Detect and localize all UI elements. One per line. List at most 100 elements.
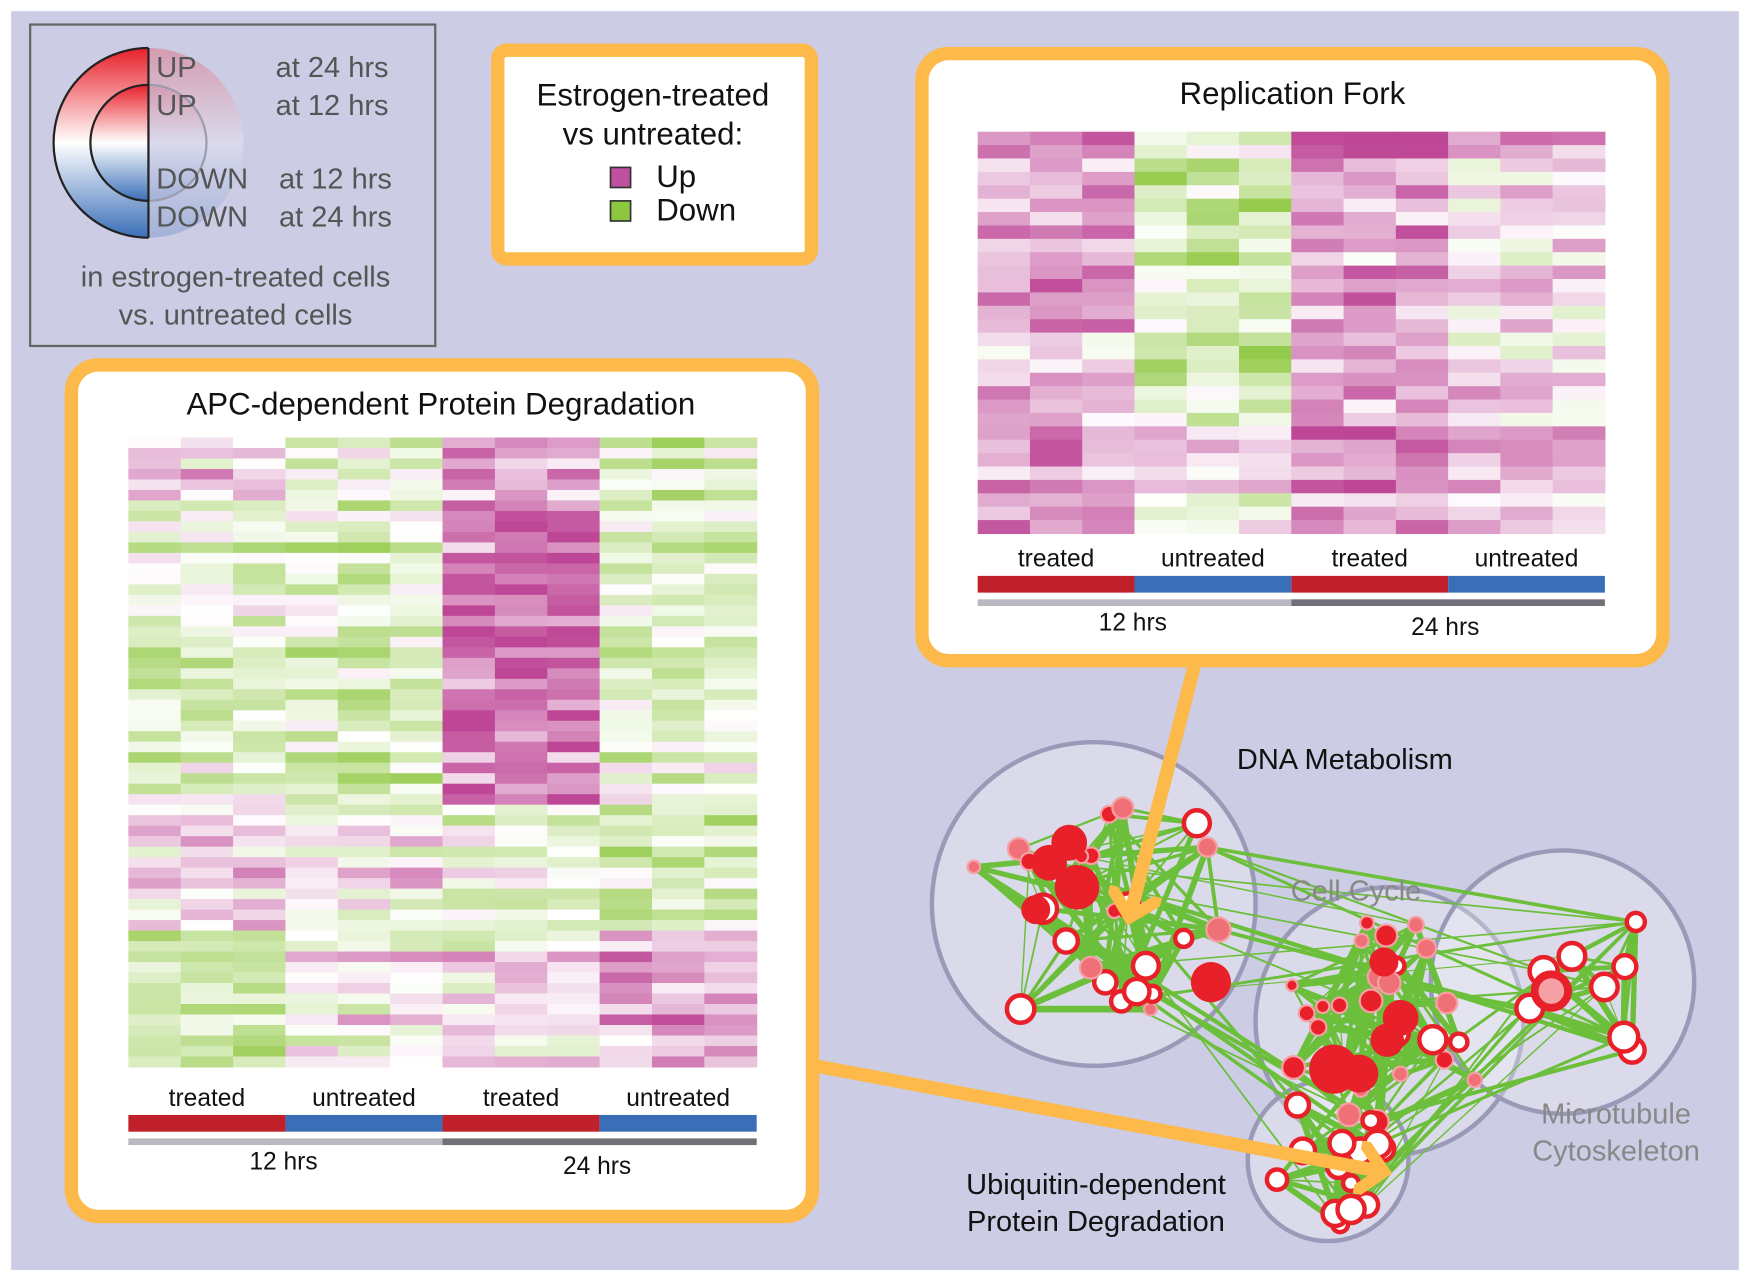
heatmap-cell [442, 836, 496, 848]
heatmap-cell [704, 951, 758, 963]
node [1360, 1109, 1382, 1132]
heatmap-cell [1134, 453, 1188, 468]
heatmap-cell [442, 1014, 496, 1026]
heatmap-cell [704, 521, 758, 533]
heatmap-cell [285, 846, 339, 858]
heatmap-cell [547, 573, 601, 585]
heatmap-cell [1239, 198, 1292, 213]
group-label: treated [1331, 546, 1407, 573]
heatmap-cell [233, 552, 287, 564]
heatmap-cell [599, 993, 653, 1005]
heatmap-cell [704, 794, 758, 806]
heatmap-cell [233, 437, 287, 449]
heatmap-cell [233, 531, 287, 543]
heatmap-cell [337, 531, 391, 543]
heatmap-cell [599, 846, 653, 858]
heatmap-cell [337, 510, 391, 522]
heatmap-cell [494, 909, 548, 921]
heatmap-cell [547, 993, 601, 1005]
heatmap-cell [285, 720, 339, 732]
heatmap-cell [1448, 225, 1501, 240]
node [1466, 1071, 1484, 1089]
heatmap-cell [390, 1004, 444, 1016]
heatmap-cell [1134, 158, 1188, 173]
heatmap-cell [442, 479, 496, 491]
heatmap-cell [704, 836, 758, 848]
heatmap-cell [180, 930, 234, 942]
heatmap-cell [1395, 386, 1449, 401]
edge [1365, 986, 1605, 1206]
heatmap-cell [1395, 359, 1449, 374]
heatmap-cell [1029, 198, 1083, 213]
heatmap-cell [977, 332, 1031, 347]
heatmap-cell [390, 542, 444, 554]
heatmap-cell [651, 573, 705, 585]
heatmap-cell [180, 689, 234, 701]
heatmap-cell [494, 1024, 548, 1037]
heatmap-cell [337, 920, 391, 932]
time-label: 24 hrs [563, 1153, 631, 1180]
heatmap-cell [285, 668, 339, 680]
heatmap-cell [1500, 479, 1554, 494]
heatmap-cell [1552, 479, 1606, 494]
heatmap-cell [1291, 506, 1345, 521]
heatmap-cell [547, 804, 601, 816]
heatmap-cell [1552, 131, 1606, 146]
heatmap-cell [285, 993, 339, 1005]
heatmap-cell [1134, 305, 1188, 320]
heatmap-cell [1343, 279, 1397, 293]
heatmap-cell [128, 846, 182, 858]
heatmap-cell [1291, 171, 1345, 186]
heatmap-cell [1239, 225, 1292, 240]
heatmap-cell [128, 668, 182, 680]
heatmap-cell [1291, 345, 1345, 360]
heatmap-cell [494, 521, 548, 533]
heatmap-cell [547, 563, 601, 575]
heatmap-cell [1134, 439, 1188, 454]
heatmap-cell [128, 563, 182, 575]
heatmap-cell [1029, 359, 1083, 374]
heatmap-cell [442, 647, 496, 659]
heatmap-cell [285, 710, 339, 722]
heatmap-cell [337, 636, 391, 648]
heatmap-cell [977, 372, 1031, 387]
heatmap-cell [1082, 359, 1136, 374]
heatmap-cell [390, 636, 444, 648]
heatmap-cell [233, 489, 287, 501]
heatmap-cell [494, 930, 548, 942]
heatmap-cell [285, 983, 339, 995]
heatmap-cell [547, 783, 601, 795]
legend-state: DOWN [156, 201, 248, 233]
heatmap-cell [1082, 520, 1136, 535]
heatmap-cell [390, 888, 444, 900]
heatmap-cell [1029, 212, 1083, 227]
heatmap-cell [1239, 171, 1292, 186]
heatmap-cell [547, 626, 601, 638]
heatmap-cell [337, 909, 391, 921]
heatmap-cell [128, 605, 182, 617]
hub-node [1054, 864, 1100, 910]
heatmap-cell [390, 678, 444, 690]
legend-time: at 12 hrs [279, 163, 392, 195]
heatmap-cell [1448, 439, 1501, 454]
heatmap-cell [547, 941, 601, 953]
heatmap-cell [128, 878, 182, 890]
heatmap-cell [1448, 466, 1501, 481]
heatmap-cell [390, 615, 444, 627]
heatmap-cell [1552, 372, 1606, 387]
heatmap-cell [337, 552, 391, 564]
heatmap-cell [1343, 305, 1397, 320]
heatmap-cell [285, 804, 339, 816]
heatmap-cell [547, 605, 601, 617]
heatmap-cell [1082, 252, 1136, 267]
heatmap-cell [599, 762, 653, 774]
heatmap-cell [1448, 412, 1501, 427]
time-label: 12 hrs [249, 1148, 317, 1175]
heatmap-cell [1552, 305, 1606, 320]
heatmap-cell [1029, 412, 1083, 427]
edge [1151, 991, 1378, 1124]
heatmap-cell [285, 825, 339, 837]
heatmap-cell [1552, 145, 1606, 160]
heatmap-cell [1448, 359, 1501, 374]
heatmap-cell [704, 741, 758, 753]
